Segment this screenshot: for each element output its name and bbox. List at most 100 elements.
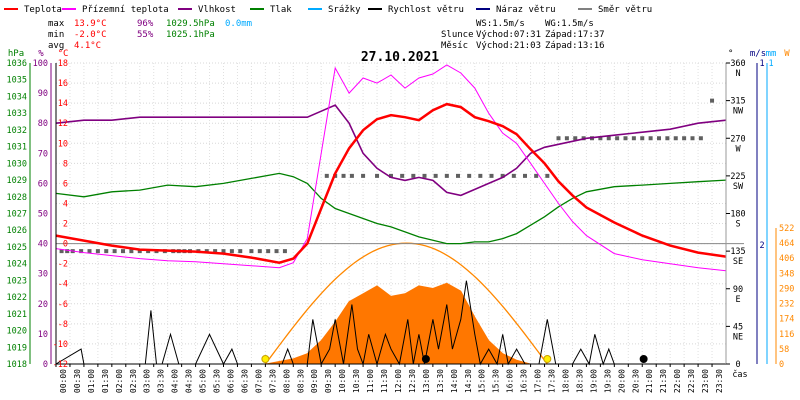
radiation-tick-label: 58 xyxy=(779,345,789,355)
axes-layer: hPa% °C1036103510341033103210311030102910… xyxy=(7,49,795,393)
direction-tick-degrees: 45 xyxy=(733,322,743,332)
wind-direction-point xyxy=(104,249,109,254)
radiation-tick-label: 406 xyxy=(779,254,794,264)
wind-direction-point xyxy=(411,173,416,178)
legend-label: Přízemní teplota xyxy=(82,5,169,15)
chart-title: 27.10.2021 xyxy=(361,50,439,65)
time-axis-unit: čas xyxy=(732,369,747,380)
time-tick-label: 13:30 xyxy=(436,369,445,393)
sunrise-marker xyxy=(261,355,270,363)
wind-direction-point xyxy=(444,173,449,178)
wind-direction-point xyxy=(682,136,687,141)
direction-tick-label: E xyxy=(735,295,740,305)
legend-label: Směr větru xyxy=(598,5,652,15)
time-tick-label: 18:30 xyxy=(575,369,584,393)
moonrise-marker xyxy=(639,355,648,363)
moonset-marker xyxy=(421,355,430,363)
wind-direction-point xyxy=(361,173,366,178)
speed-tick-label: 1 xyxy=(759,59,764,69)
wind-direction-point xyxy=(229,249,234,254)
time-tick-label: 06:00 xyxy=(227,369,236,393)
wind-direction-point xyxy=(400,173,405,178)
wind-direction-point xyxy=(324,173,329,178)
hpa-tick-label: 1019 xyxy=(7,343,27,353)
hpa-tick-label: 1028 xyxy=(7,193,27,203)
temperature-tick-label: -4 xyxy=(58,280,68,290)
wind-direction-point xyxy=(266,249,271,254)
wind-direction-point xyxy=(467,173,472,178)
humidity-tick-label: 90 xyxy=(38,89,48,99)
direction-tick-degrees: 225 xyxy=(730,172,745,182)
ground-temperature-line xyxy=(55,64,727,272)
hpa-tick-label: 1036 xyxy=(7,59,27,69)
stat-max-temp: 13.9°C xyxy=(74,19,107,29)
wind-direction-point xyxy=(665,136,670,141)
time-tick-label: 15:30 xyxy=(492,369,501,393)
hpa-tick-label: 1033 xyxy=(7,109,27,119)
wind-direction-point xyxy=(489,173,494,178)
wind-direction-point xyxy=(274,249,279,254)
temperature-line xyxy=(55,102,727,264)
legend-label: Teplota xyxy=(24,5,62,15)
stat-min-press: 1025.1hPa xyxy=(166,30,215,40)
time-tick-label: 17:00 xyxy=(534,369,543,393)
wind-direction-point xyxy=(606,136,611,141)
radiation-tick-label: 232 xyxy=(779,300,794,310)
wind-direction-point xyxy=(564,136,569,141)
time-tick-label: 01:30 xyxy=(101,369,110,393)
wind-direction-point xyxy=(341,173,346,178)
time-tick-label: 00:30 xyxy=(73,369,82,393)
wind-direction-point xyxy=(121,249,125,254)
info-layer: 27.10.2021 max 13.9°C 96% 1029.5hPa 0.0m… xyxy=(48,19,605,65)
wind-direction-point xyxy=(690,136,695,141)
time-tick-label: 21:00 xyxy=(645,369,654,393)
time-tick-label: 02:00 xyxy=(115,369,124,393)
direction-tick-label: W xyxy=(735,144,741,154)
stat-rain: 0.0mm xyxy=(225,19,252,29)
humidity-tick-label: 80 xyxy=(38,119,48,129)
wind-direction-point xyxy=(213,249,218,254)
wind-direction-point xyxy=(631,136,636,141)
time-tick-label: 15:00 xyxy=(478,369,487,393)
wind-direction-point xyxy=(456,173,460,178)
time-tick-label: 23:00 xyxy=(701,369,710,393)
time-tick-label: 04:00 xyxy=(171,369,180,393)
humidity-tick-label: 60 xyxy=(38,179,48,189)
temperature-tick-label: 18 xyxy=(58,59,68,69)
temperature-tick-label: 6 xyxy=(63,179,68,189)
temperature-tick-label: 8 xyxy=(63,159,68,169)
time-tick-label: 14:30 xyxy=(464,369,473,393)
direction-axis-unit: ° xyxy=(728,49,733,59)
temperature-tick-label: -2 xyxy=(58,260,68,270)
hpa-tick-label: 1026 xyxy=(7,226,27,236)
hpa-tick-label: 1024 xyxy=(7,260,27,270)
hpa-tick-label: 1020 xyxy=(7,327,27,337)
direction-tick-label: SW xyxy=(733,182,744,192)
direction-tick-label: N xyxy=(735,69,740,79)
stat-min-hum: 55% xyxy=(137,30,154,40)
direction-tick-label: NE xyxy=(733,332,743,342)
time-tick-label: 13:00 xyxy=(422,369,431,393)
hpa-tick-label: 1025 xyxy=(7,243,27,253)
hpa-tick-label: 1035 xyxy=(7,76,27,86)
time-tick-label: 08:00 xyxy=(282,369,291,393)
legend-label: Náraz větru xyxy=(496,5,556,15)
wind-direction-point xyxy=(59,249,64,254)
wind-direction-point xyxy=(249,249,254,254)
time-tick-label: 04:30 xyxy=(185,369,194,393)
wind-direction-point xyxy=(79,249,84,254)
direction-tick-label: S xyxy=(735,220,740,230)
humidity-tick-label: 0 xyxy=(43,360,48,370)
temperature-tick-label: -8 xyxy=(58,320,68,330)
direction-tick-label: SE xyxy=(733,257,743,267)
humidity-tick-label: 70 xyxy=(38,149,48,159)
wind-direction-point xyxy=(87,249,92,254)
humidity-tick-label: 50 xyxy=(38,210,48,220)
wind-direction-point xyxy=(422,173,427,178)
info-moon-label: Měsíc xyxy=(441,41,468,51)
temperature-axis-unit: °C xyxy=(58,49,69,59)
time-tick-label: 12:00 xyxy=(394,369,403,393)
time-tick-label: 11:00 xyxy=(366,369,375,393)
temperature-tick-label: 4 xyxy=(63,199,68,209)
